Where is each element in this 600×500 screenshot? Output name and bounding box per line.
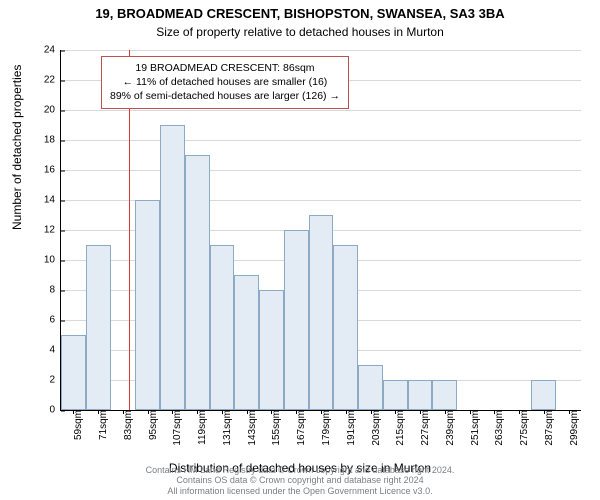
x-tick-label: 251sqm (466, 410, 481, 446)
histogram-bar (408, 380, 433, 410)
gridline (61, 110, 581, 111)
annotation-box: 19 BROADMEAD CRESCENT: 86sqm ← 11% of de… (101, 56, 349, 109)
x-tick-label: 287sqm (540, 410, 555, 446)
footer-line3: All information licensed under the Open … (0, 486, 600, 497)
chart-title: 19, BROADMEAD CRESCENT, BISHOPSTON, SWAN… (0, 6, 600, 23)
footer-line2: Contains OS data © Crown copyright and d… (0, 475, 600, 486)
y-tick-label: 10 (44, 255, 61, 266)
histogram-bar (383, 380, 408, 410)
y-tick-label: 22 (44, 75, 61, 86)
chart-container: 19, BROADMEAD CRESCENT, BISHOPSTON, SWAN… (0, 0, 600, 500)
y-tick-label: 0 (49, 405, 61, 416)
x-tick-label: 155sqm (267, 410, 282, 446)
x-tick-label: 179sqm (317, 410, 332, 446)
x-tick-label: 107sqm (168, 410, 183, 446)
footer-line1: Contains HM Land Registry data © Crown c… (0, 465, 600, 476)
histogram-bar (135, 200, 160, 410)
histogram-bar (358, 365, 383, 410)
histogram-bar (259, 290, 284, 410)
y-tick-label: 20 (44, 105, 61, 116)
x-tick-label: 71sqm (94, 410, 109, 440)
x-tick-label: 59sqm (69, 410, 84, 440)
histogram-bar (185, 155, 210, 410)
histogram-bar (160, 125, 185, 410)
gridline (61, 170, 581, 171)
x-tick-label: 203sqm (367, 410, 382, 446)
histogram-bar (309, 215, 334, 410)
gridline (61, 140, 581, 141)
annotation-line3: 89% of semi-detached houses are larger (… (110, 89, 340, 103)
annotation-line1: 19 BROADMEAD CRESCENT: 86sqm (110, 61, 340, 75)
histogram-bar (284, 230, 309, 410)
y-tick-label: 6 (49, 315, 61, 326)
x-tick-label: 131sqm (218, 410, 233, 446)
gridline (61, 50, 581, 51)
histogram-bar (432, 380, 457, 410)
histogram-bar (333, 245, 358, 410)
x-tick-label: 95sqm (144, 410, 159, 440)
x-tick-label: 299sqm (565, 410, 580, 446)
y-tick-label: 16 (44, 165, 61, 176)
histogram-bar (531, 380, 556, 410)
x-tick-label: 239sqm (441, 410, 456, 446)
histogram-bar (61, 335, 86, 410)
y-tick-label: 24 (44, 45, 61, 56)
x-tick-label: 191sqm (342, 410, 357, 446)
y-tick-label: 4 (49, 345, 61, 356)
y-axis-label: Number of detached properties (10, 65, 24, 230)
y-tick-label: 14 (44, 195, 61, 206)
x-tick-label: 275sqm (515, 410, 530, 446)
histogram-bar (210, 245, 235, 410)
y-tick-label: 12 (44, 225, 61, 236)
histogram-bar (86, 245, 111, 410)
footer-attribution: Contains HM Land Registry data © Crown c… (0, 465, 600, 497)
y-tick-label: 8 (49, 285, 61, 296)
x-tick-label: 83sqm (119, 410, 134, 440)
y-axis-label-text: Number of detached properties (10, 65, 24, 230)
y-tick-label: 2 (49, 375, 61, 386)
x-tick-label: 215sqm (391, 410, 406, 446)
histogram-bar (234, 275, 259, 410)
x-tick-label: 167sqm (292, 410, 307, 446)
plot-area: 02468101214161820222459sqm71sqm83sqm95sq… (60, 50, 581, 411)
chart-subtitle: Size of property relative to detached ho… (0, 25, 600, 39)
x-tick-label: 119sqm (193, 410, 208, 445)
annotation-line2: ← 11% of detached houses are smaller (16… (110, 75, 340, 89)
x-tick-label: 263sqm (490, 410, 505, 446)
y-tick-label: 18 (44, 135, 61, 146)
x-tick-label: 143sqm (243, 410, 258, 446)
x-tick-label: 227sqm (416, 410, 431, 446)
